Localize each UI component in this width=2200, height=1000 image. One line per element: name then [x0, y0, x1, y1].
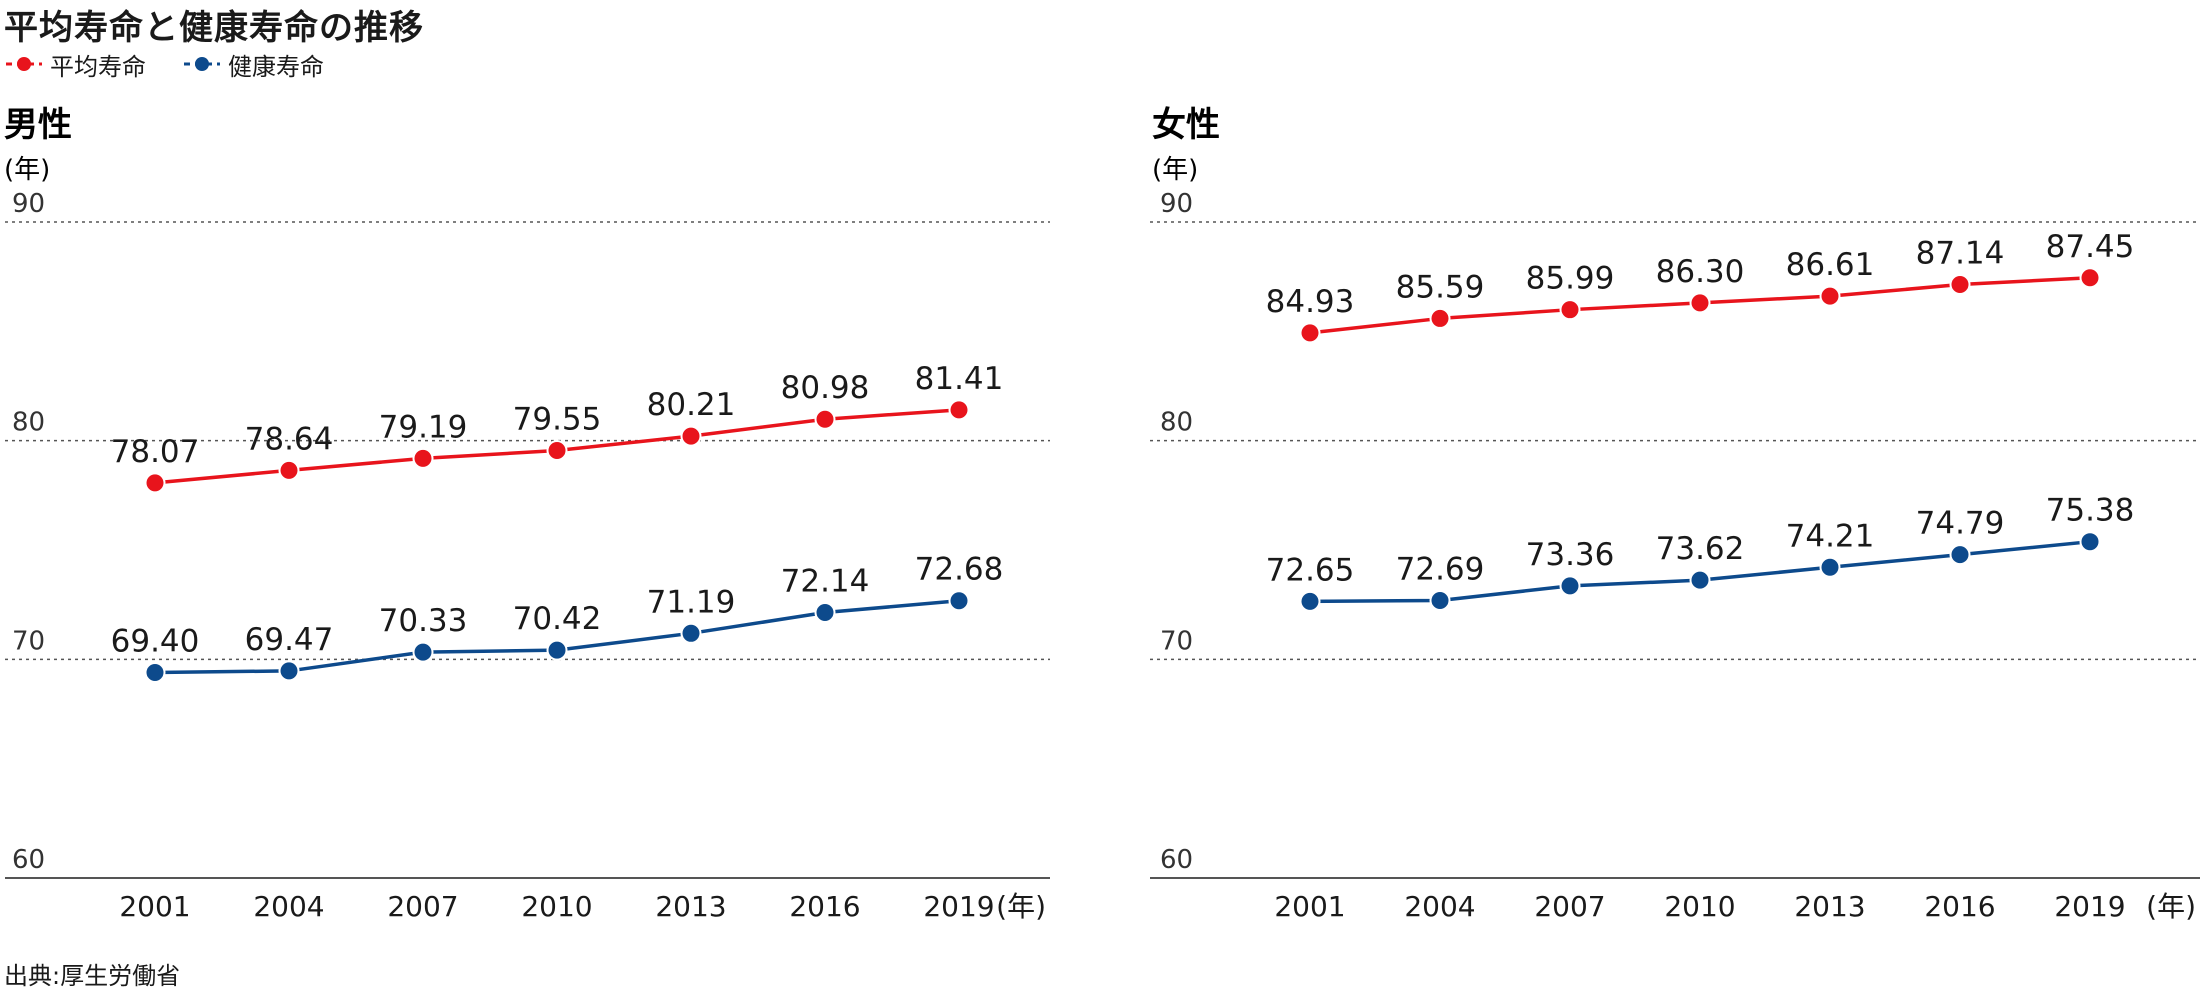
x-tick-label-female: 2004 [1404, 890, 1475, 923]
data-label-healthy-life-male: 72.68 [915, 552, 1004, 588]
data-label-average-life-male: 78.64 [245, 421, 334, 457]
panel-title-male: 男性 [4, 105, 72, 145]
data-point-average-life-male [814, 408, 836, 430]
data-point-healthy-life-male [278, 660, 300, 682]
data-label-average-life-male: 80.98 [781, 370, 870, 406]
data-label-average-life-female: 85.59 [1396, 269, 1485, 305]
data-point-average-life-female [1819, 285, 1841, 307]
x-tick-label-male: 2016 [789, 890, 860, 923]
data-label-healthy-life-male: 70.33 [379, 603, 468, 639]
data-label-healthy-life-male: 71.19 [647, 584, 736, 620]
y-tick-label-male: 70 [12, 626, 45, 656]
data-label-average-life-female: 84.93 [1266, 284, 1355, 320]
data-label-average-life-female: 86.30 [1656, 254, 1745, 290]
y-tick-label-female: 80 [1160, 408, 1193, 438]
data-label-healthy-life-female: 73.62 [1656, 531, 1745, 567]
y-tick-label-female: 70 [1160, 626, 1193, 656]
y-tick-label-female: 60 [1160, 845, 1193, 875]
y-tick-label-male: 80 [12, 408, 45, 438]
data-point-average-life-male [546, 440, 568, 462]
legend-label-average-life: 平均寿命 [50, 52, 146, 81]
x-tick-label-male: 2019 [923, 890, 994, 923]
x-tick-label-female: 2007 [1534, 890, 1605, 923]
data-label-healthy-life-male: 69.47 [245, 622, 334, 658]
data-point-healthy-life-male [814, 602, 836, 624]
data-label-healthy-life-female: 72.65 [1266, 552, 1355, 588]
data-point-average-life-female [1299, 322, 1321, 344]
legend-item-healthy-life: 健康寿命 [182, 47, 324, 82]
legend: 平均寿命 健康寿命 [4, 47, 360, 82]
y-tick-label-male: 60 [12, 845, 45, 875]
x-tick-label-male: 2013 [655, 890, 726, 923]
data-label-healthy-life-male: 70.42 [513, 601, 602, 637]
data-label-average-life-female: 87.14 [1916, 236, 2005, 272]
legend-marker-healthy-life [184, 57, 220, 71]
data-point-healthy-life-female [1819, 556, 1841, 578]
data-label-healthy-life-male: 72.14 [781, 564, 870, 600]
data-point-average-life-female [2079, 267, 2101, 289]
data-point-healthy-life-male [412, 641, 434, 663]
data-point-average-life-female [1429, 307, 1451, 329]
y-tick-label-female: 90 [1160, 189, 1193, 219]
x-tick-label-male: 2010 [521, 890, 592, 923]
x-tick-label-male: 2004 [253, 890, 324, 923]
data-label-average-life-female: 85.99 [1526, 261, 1615, 297]
data-point-average-life-male [680, 425, 702, 447]
data-label-healthy-life-male: 69.40 [111, 623, 200, 659]
data-label-average-life-female: 87.45 [2046, 229, 2135, 265]
data-point-healthy-life-female [1429, 590, 1451, 612]
data-label-average-life-female: 86.61 [1786, 247, 1875, 283]
legend-item-average-life: 平均寿命 [4, 47, 146, 82]
panel-male: 男性 (年) 60 70 80 90 2001 2004 2007 2010 2013 2016 201… [4, 105, 1050, 923]
data-point-average-life-female [1949, 274, 1971, 296]
data-label-average-life-male: 81.41 [915, 361, 1004, 397]
x-tick-label-male: 2001 [119, 890, 190, 923]
x-tick-label-female: 2010 [1664, 890, 1735, 923]
data-label-healthy-life-female: 74.21 [1786, 518, 1875, 554]
data-point-healthy-life-female [1689, 569, 1711, 591]
data-label-average-life-male: 79.19 [379, 409, 468, 445]
panel-female: 女性 (年) 60 70 80 90 2001 2004 2007 2010 2013 2016 201… [1150, 105, 2200, 923]
data-label-average-life-male: 79.55 [513, 402, 602, 438]
x-unit-female: (年) [2146, 890, 2196, 923]
legend-marker-average-life [6, 57, 42, 71]
data-point-healthy-life-male [546, 639, 568, 661]
legend-label-healthy-life: 健康寿命 [228, 52, 324, 81]
data-label-average-life-male: 80.21 [647, 387, 736, 423]
data-label-healthy-life-female: 73.36 [1526, 537, 1615, 573]
source-note: 出典:厚生労働省 [4, 962, 181, 990]
data-point-average-life-male [948, 399, 970, 421]
data-point-healthy-life-male [144, 661, 166, 683]
data-point-healthy-life-female [2079, 531, 2101, 553]
data-label-healthy-life-female: 72.69 [1396, 552, 1485, 588]
chart-title: 平均寿命と健康寿命の推移 [4, 8, 424, 48]
x-tick-label-female: 2019 [2054, 890, 2125, 923]
data-point-healthy-life-male [680, 622, 702, 644]
x-tick-label-female: 2013 [1794, 890, 1865, 923]
x-tick-label-female: 2016 [1924, 890, 1995, 923]
x-unit-male: (年) [996, 890, 1046, 923]
data-point-healthy-life-male [948, 590, 970, 612]
data-point-average-life-male [412, 447, 434, 469]
y-unit-female: (年) [1152, 155, 1198, 185]
data-label-healthy-life-female: 74.79 [1916, 506, 2005, 542]
data-label-average-life-male: 78.07 [111, 434, 200, 470]
x-tick-label-female: 2001 [1274, 890, 1345, 923]
data-point-average-life-male [278, 459, 300, 481]
data-point-healthy-life-female [1299, 590, 1321, 612]
data-label-healthy-life-female: 75.38 [2046, 493, 2135, 529]
data-point-average-life-female [1689, 292, 1711, 314]
y-tick-label-male: 90 [12, 189, 45, 219]
x-tick-label-male: 2007 [387, 890, 458, 923]
data-point-average-life-female [1559, 299, 1581, 321]
panel-title-female: 女性 [1152, 105, 1220, 145]
data-point-healthy-life-female [1559, 575, 1581, 597]
data-point-healthy-life-female [1949, 544, 1971, 566]
data-point-average-life-male [144, 472, 166, 494]
y-unit-male: (年) [4, 155, 50, 185]
